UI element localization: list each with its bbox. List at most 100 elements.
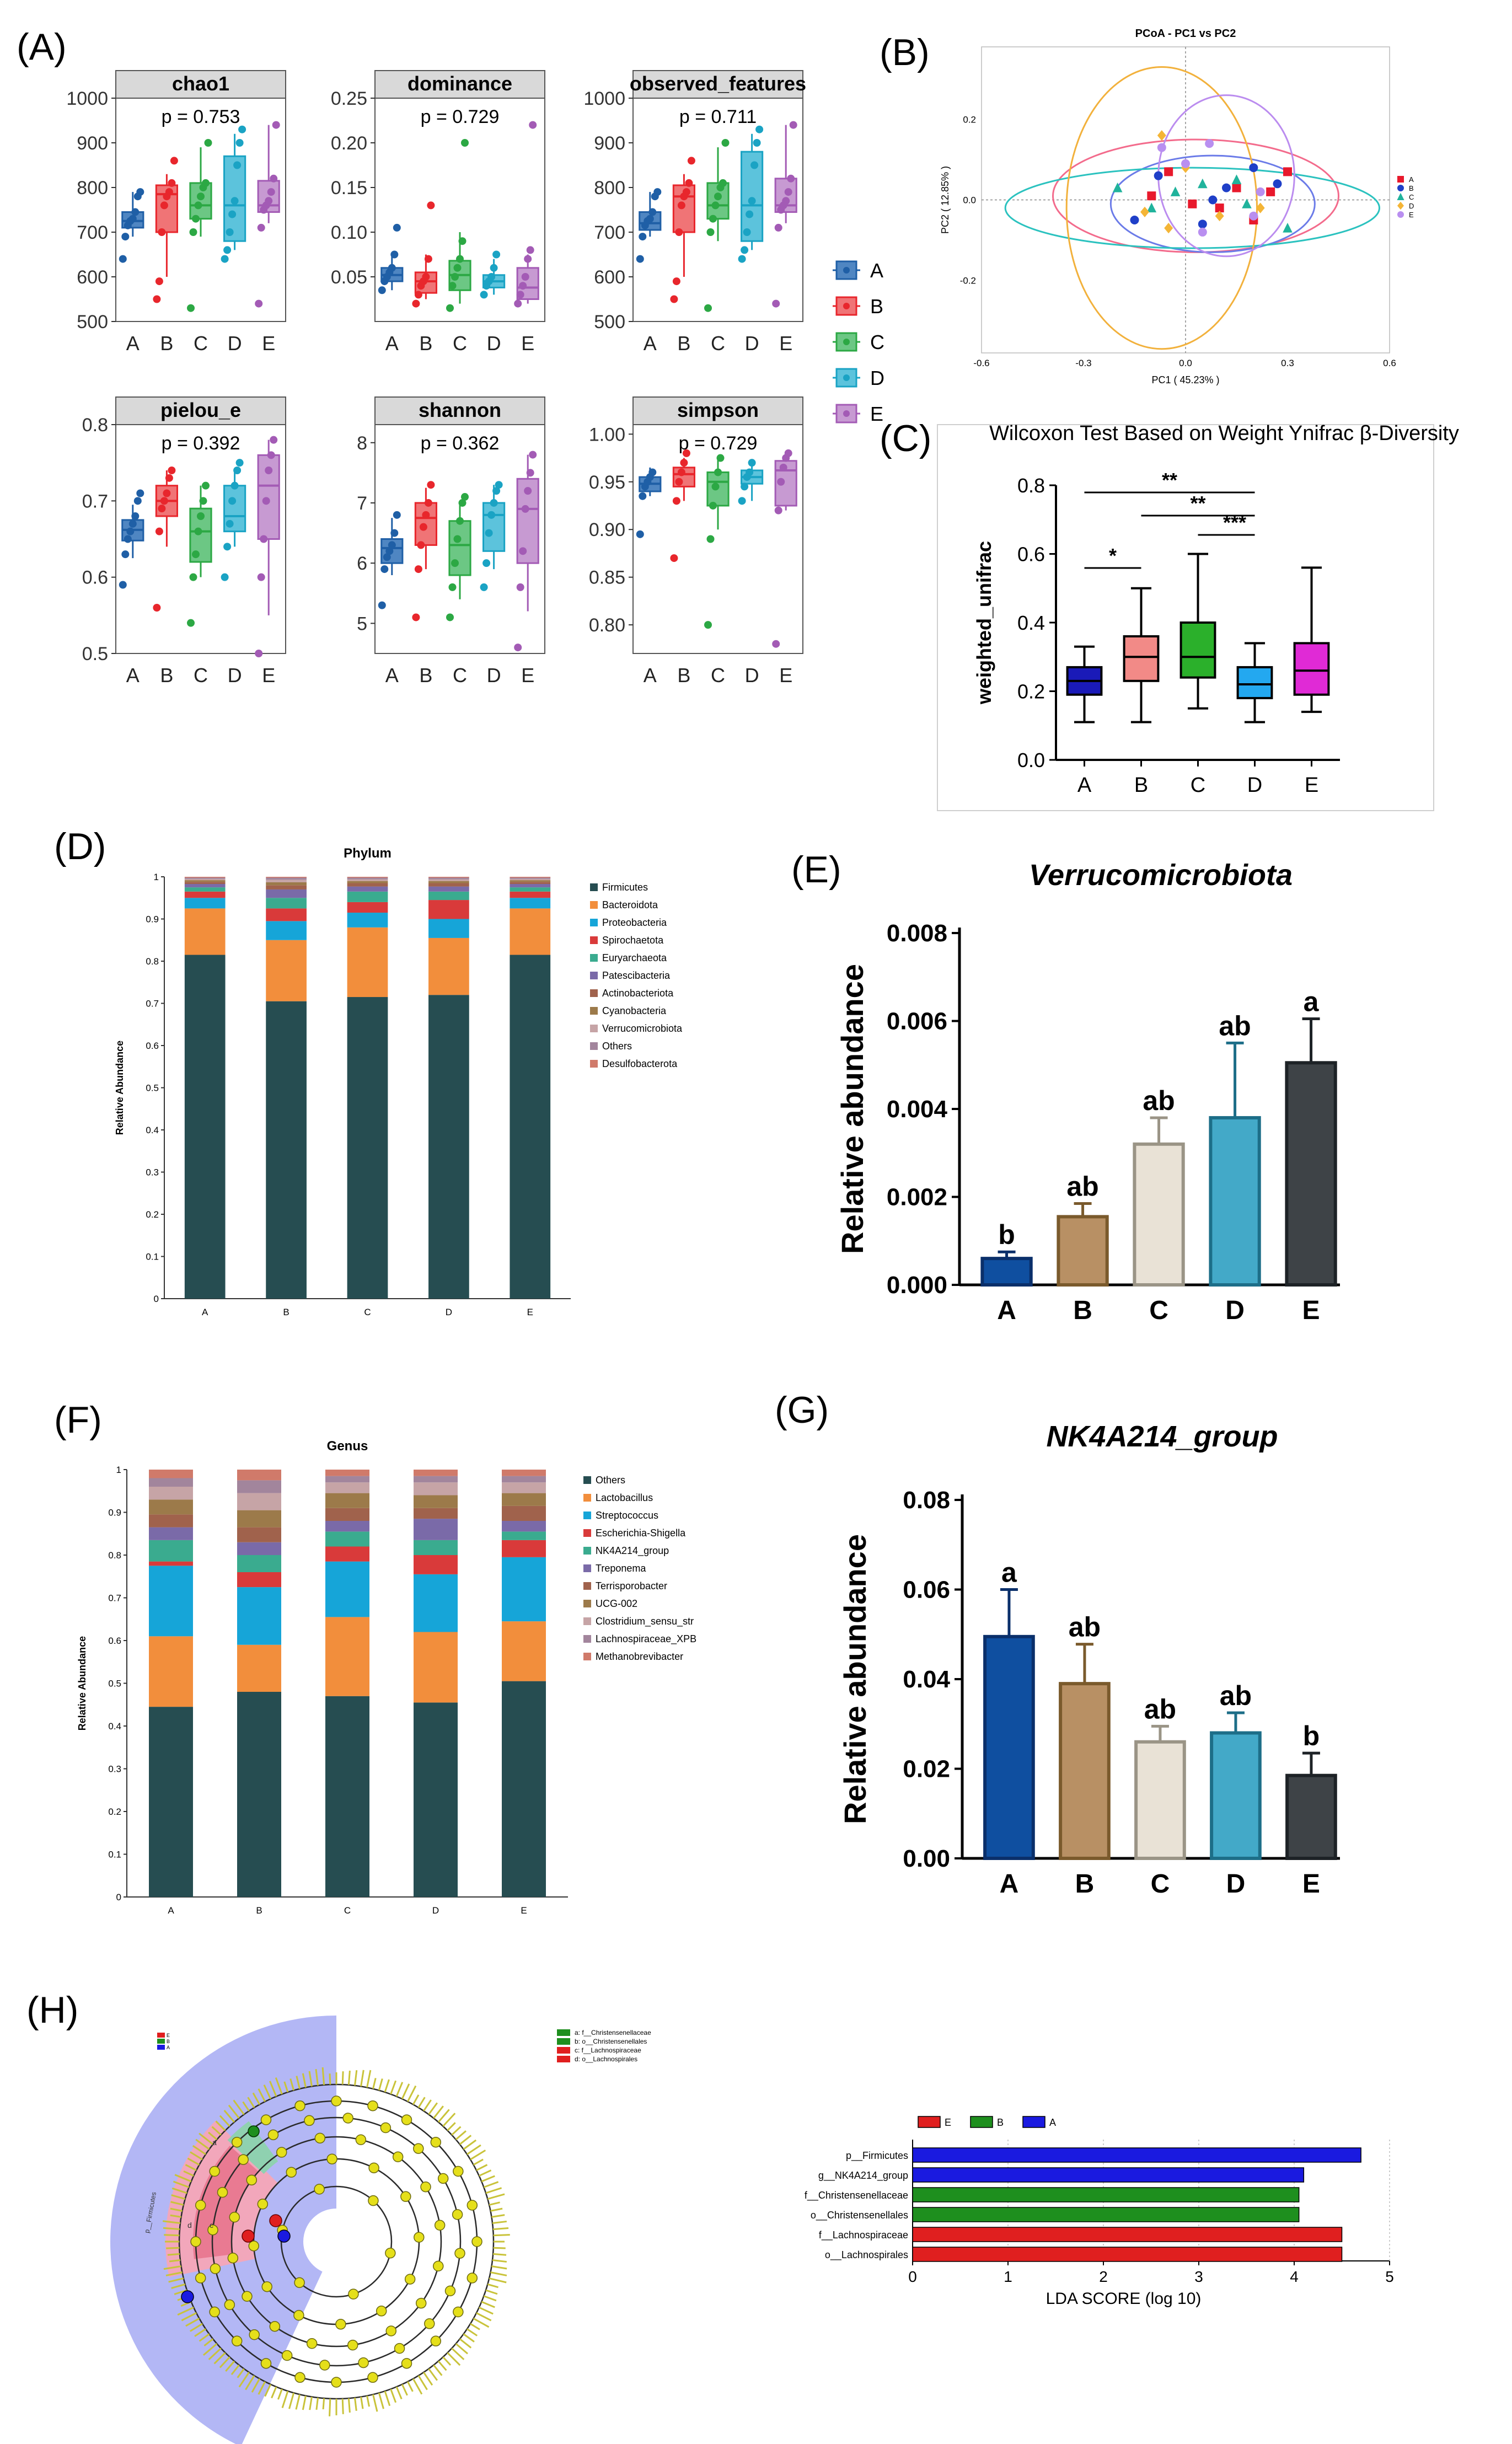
y-tick-label: 0.002: [887, 1184, 947, 1211]
stack-segment-Lachnospiraceae_XPB: [237, 1480, 281, 1493]
stack-segment-Lactobacillus: [237, 1644, 281, 1692]
pcoa-point-C: [1198, 178, 1208, 189]
facet-title: pielou_e: [160, 399, 241, 421]
y-tick-label: 900: [594, 133, 625, 154]
taxa-legend-swatch: [557, 2038, 570, 2045]
significance-label: **: [1162, 469, 1177, 491]
cladogram-node: [414, 2232, 425, 2243]
data-point-D: [235, 459, 244, 467]
cladogram-node: [331, 2377, 342, 2388]
data-point-D: [221, 255, 229, 263]
bar-C: [1133, 1142, 1185, 1287]
data-point-C: [714, 468, 722, 476]
cladogram-leaf: [163, 2265, 181, 2270]
box-B: [414, 502, 437, 546]
cladogram-leaf: [289, 2078, 295, 2091]
y-tick-label: 0.0: [963, 195, 976, 206]
cladogram-node: [319, 2360, 330, 2371]
data-point-C: [709, 215, 717, 223]
cladogram-leaf: [407, 2381, 414, 2392]
data-point-D: [748, 197, 756, 205]
legend-label: Clostridium_sensu_str: [596, 1616, 694, 1627]
facet-pielou_e: pielou_e 0.5 0.6 0.7 0.8 p = 0.392 A B C D E: [82, 396, 286, 687]
data-point-A: [121, 550, 130, 559]
data-point-A: [133, 497, 142, 505]
stack-segment-Lactobacillus: [502, 1621, 546, 1681]
stack-segment-Cyanobacteria: [184, 880, 226, 882]
data-point-C: [461, 493, 469, 501]
data-point-A: [131, 512, 140, 520]
facet-title: shannon: [419, 399, 501, 421]
cladogram-leaf: [252, 2092, 261, 2105]
x-tick-label: C: [194, 664, 208, 687]
data-point-B: [685, 179, 693, 187]
data-point-A: [636, 255, 644, 263]
stack-segment-Clostridium_sensu_str: [237, 1493, 281, 1510]
legend-swatch-NK4A214_group: [583, 1547, 591, 1555]
data-point-B: [419, 523, 427, 531]
stack-segment-Proteobacteria: [428, 919, 469, 938]
x-tick-label: C: [1151, 1869, 1170, 1899]
data-point-B: [153, 295, 161, 303]
x-tick-label: B: [419, 332, 432, 355]
data-point-A: [393, 223, 401, 232]
pcoa-point-C: [1242, 199, 1252, 208]
y-tick-label: 800: [77, 178, 108, 199]
data-point-E: [262, 497, 270, 505]
significance-label: **: [1190, 492, 1205, 514]
cladogram-leaf: [275, 2077, 283, 2095]
x-tick-label: C: [453, 664, 467, 687]
y-tick-label: 1000: [583, 88, 625, 109]
stack-segment-Spirochaetota: [428, 900, 469, 919]
cladogram-leaf: [487, 2193, 505, 2200]
stack-segment-Streptococcus: [325, 1561, 369, 1617]
data-point-E: [267, 188, 275, 196]
ellipse-B: [1109, 154, 1316, 253]
facet-dominance: dominance 0.05 0.10 0.15 0.20 0.25 p = 0.729 A B…: [331, 70, 545, 355]
stack-segment-UCG-002: [414, 1495, 458, 1508]
lda-bar-f__Lachnospiraceae: [912, 2227, 1343, 2242]
cladogram-leaf: [171, 2283, 186, 2289]
data-point-B: [427, 201, 435, 210]
cladogram-node: [404, 2274, 416, 2285]
panel-g-nk4a214: NK4A214_group 0.00 0.02 0.04 0.06 0.08 Relativ…: [838, 1420, 1340, 1899]
facet-simpson: simpson 0.80 0.85 0.90 0.95 1.00 p = 0.729 A B C D…: [589, 396, 803, 687]
bar-C: [1134, 1740, 1186, 1860]
data-point-A: [380, 565, 389, 574]
pcoa-point-B: [1208, 195, 1218, 205]
legend-swatch-Others: [583, 1476, 591, 1484]
bar-D: [1210, 1731, 1262, 1860]
panel-f-genus: Genus 0 0.1 0.2 0.3 0.4 0.5 0.6 0.7 0.8 0.9 1 Relati…: [77, 1439, 696, 1916]
cladogram-leaf: [296, 2076, 301, 2089]
data-point-E: [267, 451, 275, 459]
y-tick-label: 0.08: [903, 1487, 950, 1514]
data-point-D: [490, 264, 498, 272]
pcoa-point-A: [1397, 176, 1404, 183]
stack-segment-Firmicutes: [510, 955, 551, 1299]
x-tick-label: A: [1000, 1869, 1019, 1899]
data-point-D: [480, 583, 488, 591]
y-tick-label: 0.4: [1017, 612, 1045, 634]
stack-segment-UCG-002: [325, 1493, 369, 1508]
clade-node-lachnospirales: [242, 2229, 255, 2243]
data-point-D: [223, 246, 232, 254]
x-tick-label: B: [419, 664, 432, 687]
data-point-D: [741, 483, 749, 491]
cladogram-leaf: [483, 2295, 497, 2302]
cladogram-node: [248, 2241, 259, 2252]
cladogram-node: [400, 2191, 411, 2202]
bar-B: [1059, 1682, 1111, 1860]
stack-segment-Verrucomicrobiota: [347, 879, 388, 881]
x-tick-label: A: [1077, 774, 1092, 797]
cladogram-leaf: [483, 2181, 499, 2188]
data-point-B: [165, 474, 173, 482]
cladogram-leaf: [390, 2080, 397, 2095]
data-point-B: [677, 201, 685, 210]
data-point-C: [192, 550, 200, 559]
cladogram-legend-label: A: [167, 2045, 170, 2050]
stack-segment-Others: [266, 877, 307, 880]
significance-letter: a: [1304, 987, 1320, 1017]
cladogram-leaf: [187, 2157, 200, 2166]
data-point-A: [385, 547, 394, 555]
